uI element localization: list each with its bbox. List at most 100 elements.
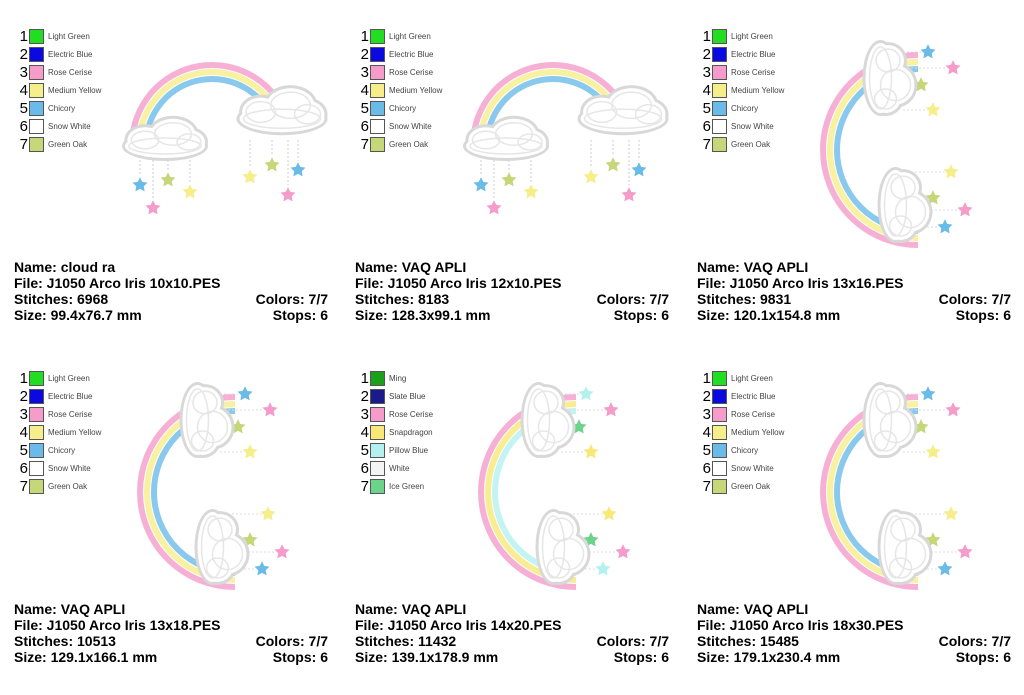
star-icon — [484, 197, 504, 217]
thread-name: Electric Blue — [731, 49, 776, 59]
thread-number: 1 — [702, 27, 711, 45]
thread-name: Snow White — [731, 121, 774, 131]
thread-number: 3 — [360, 63, 369, 81]
design-preview — [478, 382, 633, 590]
thread-number: 7 — [702, 135, 711, 153]
design-card[interactable]: 1 Light Green 2 Electric Blue 3 Rose Cerise 4 M… — [0, 0, 341, 342]
thread-name: Ming — [389, 373, 407, 383]
design-card[interactable]: 1 Light Green 2 Electric Blue 3 Rose Cerise 4 M… — [0, 342, 341, 684]
star-icon — [521, 181, 541, 201]
thread-number: 7 — [360, 477, 369, 495]
star-icon — [272, 541, 292, 561]
thread-name: Light Green — [48, 373, 90, 383]
file-name: J1050 Arco Iris 14x20.PES — [387, 617, 562, 633]
thread-name: Green Oak — [731, 139, 771, 149]
thread-swatch — [370, 406, 385, 422]
thread-swatch — [370, 100, 385, 116]
design-name: VAQ APLI — [743, 259, 809, 275]
color-count: 7/7 — [991, 291, 1011, 307]
thread-name: Electric Blue — [48, 49, 93, 59]
thread-number: 3 — [360, 405, 369, 423]
thread-number: 5 — [702, 441, 711, 459]
thread-number: 4 — [19, 423, 28, 441]
file-label: File: — [355, 617, 388, 633]
thread-name: Snow White — [731, 463, 774, 473]
thread-swatch — [712, 100, 727, 116]
thread-swatch — [29, 370, 44, 386]
thread-swatch — [370, 64, 385, 80]
design-card[interactable]: 1 Light Green 2 Electric Blue 3 Rose Cerise 4 M… — [683, 342, 1024, 684]
thread-legend: 1 Light Green 2 Electric Blue 3 Rose Cerise 4 M… — [701, 27, 784, 153]
star-icon — [240, 441, 260, 461]
name-label: Name: — [355, 259, 402, 275]
thread-swatch — [712, 28, 727, 44]
size-label: Size: — [697, 649, 734, 665]
legend-item: 4 Medium Yellow — [701, 423, 784, 441]
design-name: VAQ APLI — [743, 601, 809, 617]
star-icon — [603, 154, 623, 174]
star-icon — [235, 383, 255, 403]
design-info: Name: VAQ APLI File: J1050 Arco Iris 14x… — [355, 601, 669, 665]
legend-item: 3 Rose Cerise — [701, 405, 784, 423]
thread-swatch — [712, 82, 727, 98]
thread-swatch — [29, 406, 44, 422]
stops-label: Stops: — [272, 649, 321, 665]
color-count: 7/7 — [649, 633, 669, 649]
legend-item: 6 White — [359, 459, 433, 477]
thread-swatch — [370, 460, 385, 476]
stitch-count: 8183 — [418, 291, 450, 307]
thread-swatch — [712, 478, 727, 494]
design-card[interactable]: 1 Light Green 2 Electric Blue 3 Rose Cerise 4 M… — [683, 0, 1024, 342]
thread-swatch — [712, 388, 727, 404]
design-card[interactable]: 1 Ming 2 Slate Blue 3 Rose Cerise 4 Snapdragon 5… — [341, 342, 682, 684]
star-icon — [935, 216, 955, 236]
thread-number: 6 — [360, 459, 369, 477]
star-icon — [955, 199, 975, 219]
thread-number: 6 — [702, 459, 711, 477]
thread-legend: 1 Light Green 2 Electric Blue 3 Rose Cerise 4 M… — [359, 27, 442, 153]
star-icon — [955, 541, 975, 561]
star-icon — [252, 558, 272, 578]
thread-swatch — [29, 64, 44, 80]
thread-number: 4 — [360, 81, 369, 99]
stitch-count: 11432 — [418, 633, 457, 649]
stitches-label: Stitches: — [355, 633, 419, 649]
star-icon — [629, 159, 649, 179]
star-icon — [923, 99, 943, 119]
design-name: VAQ APLI — [60, 601, 126, 617]
cloud-icon — [122, 115, 208, 161]
thread-number: 5 — [19, 99, 28, 117]
star-icon — [593, 558, 613, 578]
thread-name: Green Oak — [389, 139, 429, 149]
thread-name: Medium Yellow — [48, 427, 102, 437]
design-preview — [820, 382, 975, 590]
thread-number: 2 — [360, 45, 369, 63]
legend-item: 6 Snow White — [18, 117, 101, 135]
thread-number: 7 — [702, 477, 711, 495]
thread-swatch — [370, 46, 385, 62]
legend-item: 7 Green Oak — [701, 135, 784, 153]
thread-number: 1 — [702, 369, 711, 387]
cloud-icon — [535, 509, 591, 585]
thread-legend: 1 Light Green 2 Electric Blue 3 Rose Cerise 4 M… — [18, 369, 101, 495]
thread-swatch — [29, 46, 44, 62]
file-label: File: — [14, 617, 47, 633]
thread-name: Medium Yellow — [48, 85, 102, 95]
file-label: File: — [697, 617, 730, 633]
thread-name: Snapdragon — [389, 427, 433, 437]
legend-item: 5 Chicory — [18, 441, 101, 459]
size-label: Size: — [14, 649, 51, 665]
legend-item: 5 Chicory — [18, 99, 101, 117]
thread-number: 7 — [360, 135, 369, 153]
stitch-count: 15485 — [760, 633, 799, 649]
stitches-label: Stitches: — [14, 291, 78, 307]
legend-item: 1 Light Green — [18, 27, 101, 45]
thread-name: Chicory — [389, 103, 417, 113]
design-info: Name: cloud ra File: J1050 Arco Iris 10x… — [14, 259, 328, 323]
stop-count: 6 — [661, 307, 669, 323]
file-name: J1050 Arco Iris 13x16.PES — [729, 275, 904, 291]
star-icon — [923, 441, 943, 461]
design-card[interactable]: 1 Light Green 2 Electric Blue 3 Rose Cerise 4 M… — [341, 0, 682, 342]
design-size: 129.1x166.1 mm — [50, 649, 158, 665]
thread-swatch — [29, 136, 44, 152]
